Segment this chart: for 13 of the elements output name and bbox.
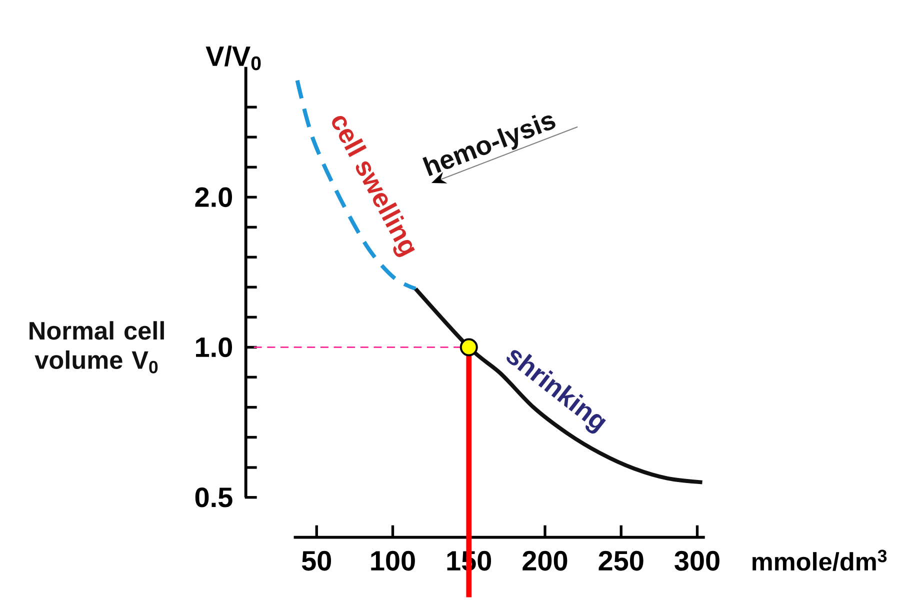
x-axis-title: mmole/dm$^{3}$ <box>752 550 887 571</box>
text: Normal cell volume V$_{0}$ <box>30 321 164 374</box>
line-series <box>414 286 704 484</box>
y-tick-label: 1.0 <box>196 337 232 358</box>
y-axis-title: V/V$_{0}$ <box>206 46 261 70</box>
x-tick-label: 300 <box>674 550 720 571</box>
x-tick-label: 200 <box>522 550 568 571</box>
y-tick-label: 0.5 <box>195 488 232 508</box>
x-tick-label: 100 <box>371 550 415 571</box>
line-series <box>295 78 418 291</box>
x-tick-label: 250 <box>598 550 644 571</box>
y-tick-label: 2.0 <box>195 187 232 208</box>
x-tick-label: 50 <box>302 550 332 571</box>
